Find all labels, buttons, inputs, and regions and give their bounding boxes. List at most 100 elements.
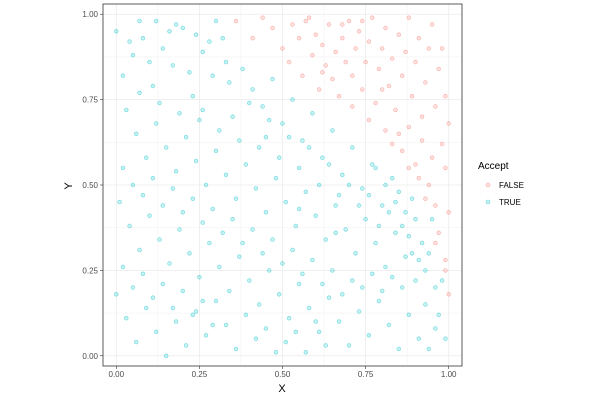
point-false: [346, 18, 352, 24]
point-true: [393, 230, 398, 236]
point-true: [227, 288, 232, 294]
point-false: [416, 35, 421, 41]
point-false: [360, 87, 365, 92]
point-true: [200, 220, 205, 225]
point-true: [167, 29, 172, 34]
point-true: [283, 339, 288, 345]
point-false: [419, 114, 425, 119]
point-true: [154, 329, 159, 334]
point-true: [120, 73, 126, 78]
point-false: [429, 155, 435, 160]
point-false: [290, 22, 295, 27]
point-false: [340, 22, 345, 27]
point-true: [316, 329, 322, 334]
point-true: [114, 29, 119, 34]
point-false: [443, 257, 448, 263]
point-true: [173, 22, 179, 27]
point-true: [270, 237, 275, 242]
point-false: [406, 15, 411, 20]
point-true: [286, 135, 292, 140]
point-true: [167, 261, 172, 266]
point-true: [177, 111, 182, 116]
point-true: [173, 319, 179, 324]
point-true: [147, 213, 152, 218]
point-false: [396, 32, 401, 37]
point-false: [260, 15, 265, 20]
point-true: [400, 285, 405, 290]
point-false: [443, 93, 448, 99]
point-true: [127, 223, 132, 229]
point-false: [313, 32, 318, 37]
point-false: [423, 196, 428, 201]
point-true: [180, 210, 186, 215]
point-true: [390, 176, 395, 181]
point-true: [343, 227, 348, 232]
point-true: [350, 145, 355, 150]
point-true: [200, 49, 205, 54]
point-false: [433, 203, 438, 208]
point-true: [376, 223, 382, 229]
point-true: [230, 217, 235, 222]
point-true: [253, 336, 259, 341]
point-true: [180, 25, 186, 31]
point-true: [177, 227, 182, 232]
point-true: [210, 206, 215, 212]
point-true: [140, 193, 146, 198]
point-false: [373, 100, 378, 106]
point-true: [150, 83, 156, 89]
point-false: [380, 87, 385, 92]
point-false: [296, 35, 302, 41]
point-false: [400, 148, 405, 154]
y-tick-label: 0.25: [82, 266, 98, 275]
point-true: [419, 240, 425, 246]
point-true: [193, 309, 199, 314]
point-true: [313, 213, 318, 218]
point-true: [273, 176, 279, 181]
point-false: [353, 46, 358, 51]
point-true: [190, 93, 196, 99]
point-false: [426, 182, 431, 188]
point-true: [413, 278, 418, 283]
point-true: [187, 70, 192, 75]
point-true: [257, 145, 262, 150]
legend-title: Accept: [478, 161, 509, 172]
point-true: [303, 350, 308, 355]
point-true: [260, 251, 265, 256]
point-true: [137, 18, 142, 24]
point-true: [157, 100, 162, 106]
point-true: [220, 230, 225, 236]
point-false: [366, 39, 372, 44]
point-true: [316, 182, 322, 188]
x-tick-label: 0.25: [192, 370, 208, 379]
point-true: [150, 176, 156, 181]
point-false: [436, 230, 441, 236]
point-false: [413, 162, 418, 167]
point-true: [416, 336, 421, 341]
point-true: [267, 117, 272, 123]
point-true: [120, 264, 126, 270]
point-true: [200, 107, 205, 113]
point-false: [320, 42, 325, 48]
point-true: [380, 288, 385, 294]
point-true: [280, 261, 285, 266]
point-true: [270, 76, 275, 82]
point-false: [403, 49, 408, 54]
point-true: [313, 319, 318, 324]
point-true: [356, 203, 362, 208]
point-true: [376, 298, 382, 304]
point-true: [306, 305, 312, 311]
point-true: [207, 240, 212, 246]
point-true: [277, 155, 282, 160]
point-false: [416, 176, 421, 181]
point-true: [383, 264, 388, 270]
x-tick-label: 1.00: [441, 370, 457, 379]
point-true: [124, 107, 129, 113]
point-false: [433, 240, 438, 246]
grid-major: [103, 4, 462, 366]
point-true: [350, 278, 355, 283]
point-true: [330, 128, 335, 133]
point-false: [406, 124, 411, 130]
point-true: [426, 346, 431, 352]
point-true: [340, 172, 345, 178]
point-false: [286, 59, 292, 65]
